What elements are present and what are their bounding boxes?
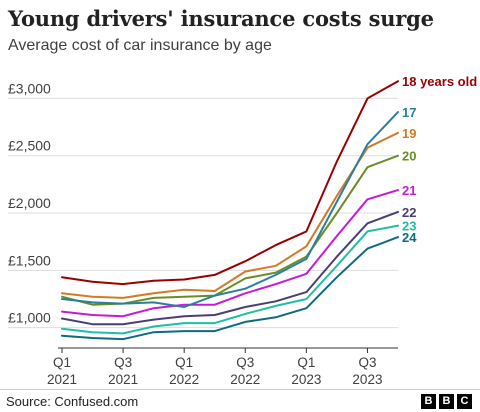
series-end-label: 18 years old [402, 74, 477, 89]
series-line [61, 224, 399, 335]
series-line [61, 210, 399, 326]
x-tick-label: Q1 [175, 355, 193, 370]
series-end-label: 21 [402, 183, 416, 198]
x-tick-label: Q1 [53, 355, 71, 370]
y-axis-labels: £1,000 £1,500 £2,000 £2,500 £3,000 [8, 80, 51, 325]
series-line [61, 111, 399, 308]
x-tick-label: 2021 [108, 372, 138, 387]
bbc-logo-letter: C [457, 394, 472, 409]
bbc-logo: B B C [421, 394, 472, 409]
series-end-label: 24 [402, 230, 417, 245]
x-tick-label: 2023 [352, 372, 382, 387]
y-tick-label: £2,500 [8, 138, 51, 154]
series-end-label: 20 [402, 149, 416, 164]
series-line [61, 189, 399, 318]
x-tick-label: 2023 [291, 372, 321, 387]
x-tick-label: 2022 [230, 372, 260, 387]
x-axis: Q1 2021 Q3 2021 Q1 2022 Q3 2022 Q1 2023 Q3 2023 [47, 347, 398, 387]
series-end-label: 17 [402, 105, 416, 120]
x-tick-label: 2022 [169, 372, 199, 387]
chart-title: Young drivers' insurance costs surge [8, 6, 434, 31]
x-tick-label: 2021 [47, 372, 77, 387]
series-end-label: 23 [402, 219, 416, 234]
x-tick-label: Q3 [358, 355, 376, 370]
x-tick-label: Q1 [297, 355, 315, 370]
y-tick-label: £1,000 [8, 310, 51, 326]
footer-divider [0, 389, 480, 390]
series-lines [61, 80, 399, 341]
series-end-label: 19 [402, 126, 416, 141]
y-tick-label: £2,000 [8, 195, 51, 211]
y-tick-label: £1,500 [8, 252, 51, 268]
series-line [61, 80, 399, 286]
x-tick-label: Q3 [236, 355, 254, 370]
y-tick-label: £3,000 [8, 80, 51, 96]
series-line [61, 236, 399, 341]
bbc-logo-letter: B [421, 394, 436, 409]
source-note: Source: Confused.com [6, 394, 139, 409]
chart-subtitle: Average cost of car insurance by age [8, 37, 272, 54]
line-chart: £1,000£1,500£2,000£2,500£3,000 Q12021Q32… [8, 74, 477, 387]
bbc-logo-letter: B [439, 394, 454, 409]
series-end-label: 22 [402, 205, 416, 220]
series-line [61, 131, 399, 299]
x-tick-label: Q3 [114, 355, 132, 370]
